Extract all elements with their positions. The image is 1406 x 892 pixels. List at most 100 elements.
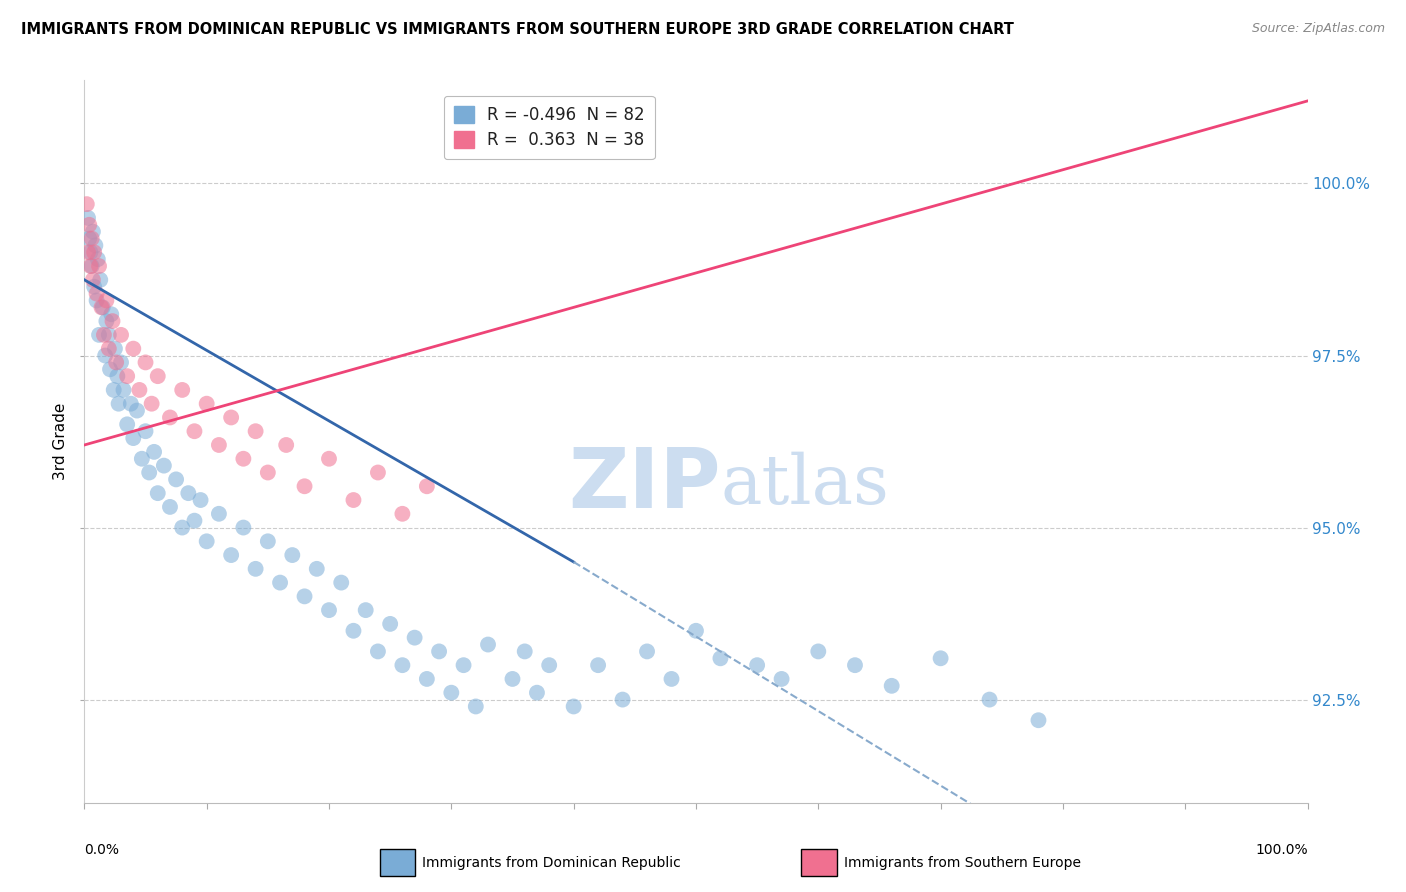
Text: atlas: atlas: [720, 451, 890, 518]
Text: Source: ZipAtlas.com: Source: ZipAtlas.com: [1251, 22, 1385, 36]
Point: [367, 466, 389, 480]
Point: [77, 245, 100, 260]
Point: [305, 562, 328, 576]
Point: [245, 562, 267, 576]
Point: [219, 548, 242, 562]
Point: [101, 314, 124, 328]
Point: [79, 259, 101, 273]
Point: [770, 672, 793, 686]
Point: [294, 590, 316, 604]
Point: [115, 417, 138, 432]
Point: [105, 369, 128, 384]
Point: [90, 301, 112, 315]
Text: Immigrants from Dominican Republic: Immigrants from Dominican Republic: [422, 855, 681, 870]
Point: [84, 238, 107, 252]
Point: [1028, 713, 1050, 727]
Point: [538, 658, 561, 673]
Point: [135, 355, 157, 369]
Point: [97, 327, 120, 342]
Point: [477, 638, 499, 652]
Point: [82, 225, 104, 239]
Point: [380, 616, 402, 631]
Point: [276, 438, 298, 452]
Point: [103, 383, 125, 397]
Point: [844, 658, 866, 673]
Point: [87, 252, 110, 267]
Point: [208, 507, 231, 521]
Point: [294, 479, 316, 493]
Point: [120, 397, 142, 411]
Point: [342, 624, 364, 638]
Point: [138, 466, 160, 480]
Point: [89, 273, 111, 287]
Point: [586, 658, 609, 673]
Point: [104, 342, 127, 356]
Legend: R = -0.496  N = 82, R =  0.363  N = 38: R = -0.496 N = 82, R = 0.363 N = 38: [444, 95, 655, 159]
Text: Immigrants from Southern Europe: Immigrants from Southern Europe: [844, 855, 1081, 870]
Point: [83, 279, 105, 293]
Point: [232, 451, 254, 466]
Point: [195, 397, 218, 411]
Point: [82, 273, 104, 287]
Point: [143, 445, 166, 459]
Point: [502, 672, 524, 686]
Point: [807, 644, 830, 658]
Point: [141, 397, 163, 411]
Point: [404, 631, 426, 645]
Point: [612, 692, 634, 706]
Point: [86, 286, 108, 301]
Point: [146, 369, 169, 384]
Point: [183, 514, 205, 528]
Point: [526, 686, 548, 700]
Point: [269, 575, 291, 590]
Point: [107, 397, 129, 411]
Point: [330, 575, 353, 590]
Point: [195, 534, 218, 549]
Text: ZIP: ZIP: [568, 444, 720, 525]
Point: [513, 644, 536, 658]
Point: [112, 383, 135, 397]
Point: [105, 355, 128, 369]
Text: 100.0%: 100.0%: [1256, 843, 1308, 856]
Point: [110, 355, 132, 369]
Point: [427, 644, 450, 658]
Point: [79, 245, 101, 260]
Point: [747, 658, 769, 673]
Point: [685, 624, 707, 638]
Point: [880, 679, 903, 693]
Point: [87, 327, 110, 342]
Point: [159, 410, 181, 425]
Point: [128, 383, 150, 397]
Point: [135, 424, 157, 438]
Text: 0.0%: 0.0%: [84, 843, 120, 856]
Point: [172, 520, 194, 534]
Point: [562, 699, 585, 714]
Point: [281, 548, 304, 562]
Point: [979, 692, 1001, 706]
Point: [96, 314, 118, 328]
Point: [87, 259, 110, 273]
Point: [183, 424, 205, 438]
Point: [98, 362, 121, 376]
Point: [661, 672, 683, 686]
Point: [453, 658, 475, 673]
Point: [77, 218, 100, 232]
Point: [354, 603, 377, 617]
Point: [318, 451, 340, 466]
Point: [110, 327, 132, 342]
Point: [391, 658, 413, 673]
Point: [146, 486, 169, 500]
Point: [342, 493, 364, 508]
Point: [131, 451, 153, 466]
Point: [929, 651, 952, 665]
Point: [257, 534, 280, 549]
Point: [122, 342, 145, 356]
Point: [97, 342, 120, 356]
Point: [177, 486, 200, 500]
Point: [464, 699, 486, 714]
Point: [159, 500, 181, 514]
Point: [77, 211, 100, 225]
Point: [318, 603, 340, 617]
Point: [76, 197, 98, 211]
Point: [122, 431, 145, 445]
